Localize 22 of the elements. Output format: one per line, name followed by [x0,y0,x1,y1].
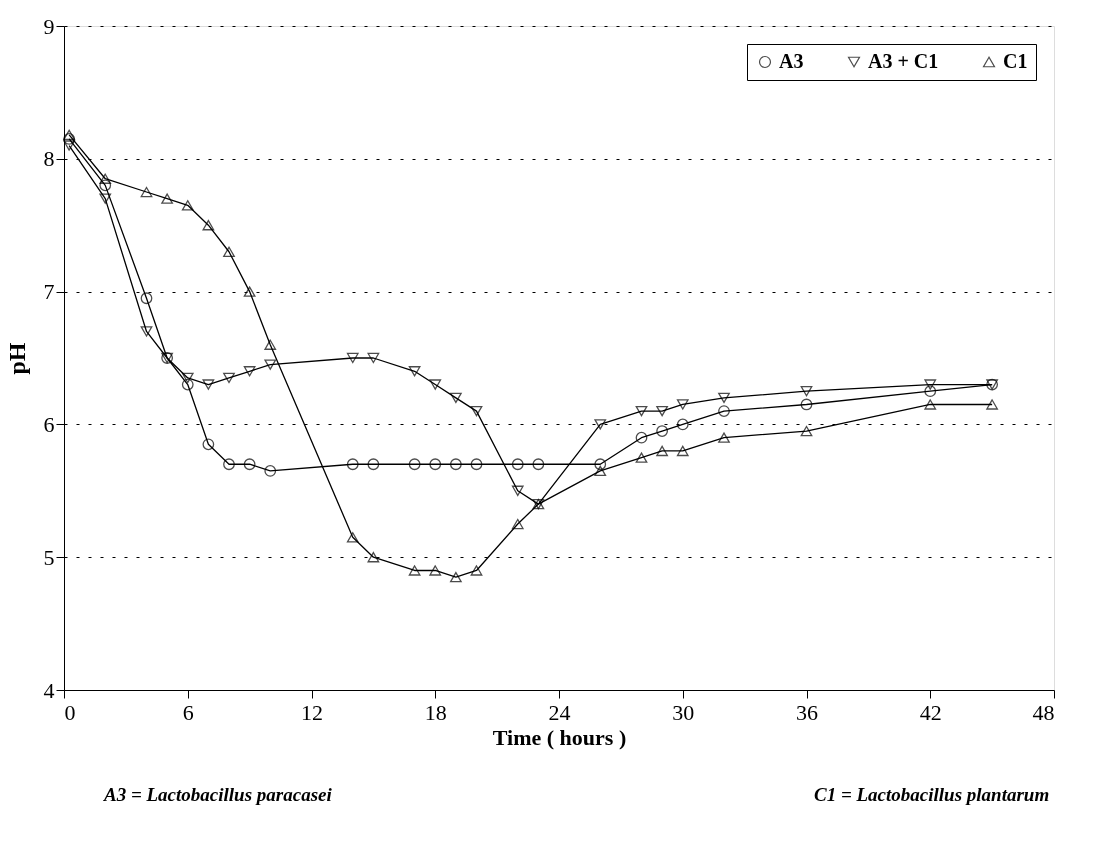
y-tick-label: 8 [43,146,55,172]
y-tick-label: 5 [43,544,55,570]
y-axis-title: pH [3,342,30,375]
y-tick-label: 9 [43,13,55,39]
x-tick-label: 6 [182,699,194,725]
x-tick-label: 48 [1032,699,1055,725]
text: A3 = Lactobacillus paracasei [103,784,333,805]
text: C1 = Lactobacillus plantarum [814,784,1050,805]
y-tick-label: 7 [43,279,55,305]
x-tick-label: 42 [919,699,942,725]
x-tick-label: 36 [796,699,818,725]
legend-label: A3 + C1 [868,50,939,72]
legend-label: C1 [1003,50,1028,72]
legend-label: A3 [779,50,804,72]
x-tick-label: 24 [548,699,571,725]
x-tick-label: 0 [64,699,76,725]
y-tick-label: 6 [43,411,55,437]
x-tick-label: 18 [424,699,447,725]
x-tick-label: 12 [301,699,323,725]
y-tick-label: 4 [43,677,55,703]
x-axis-title: Time ( hours ) [492,724,627,750]
x-tick-label: 30 [672,699,695,725]
